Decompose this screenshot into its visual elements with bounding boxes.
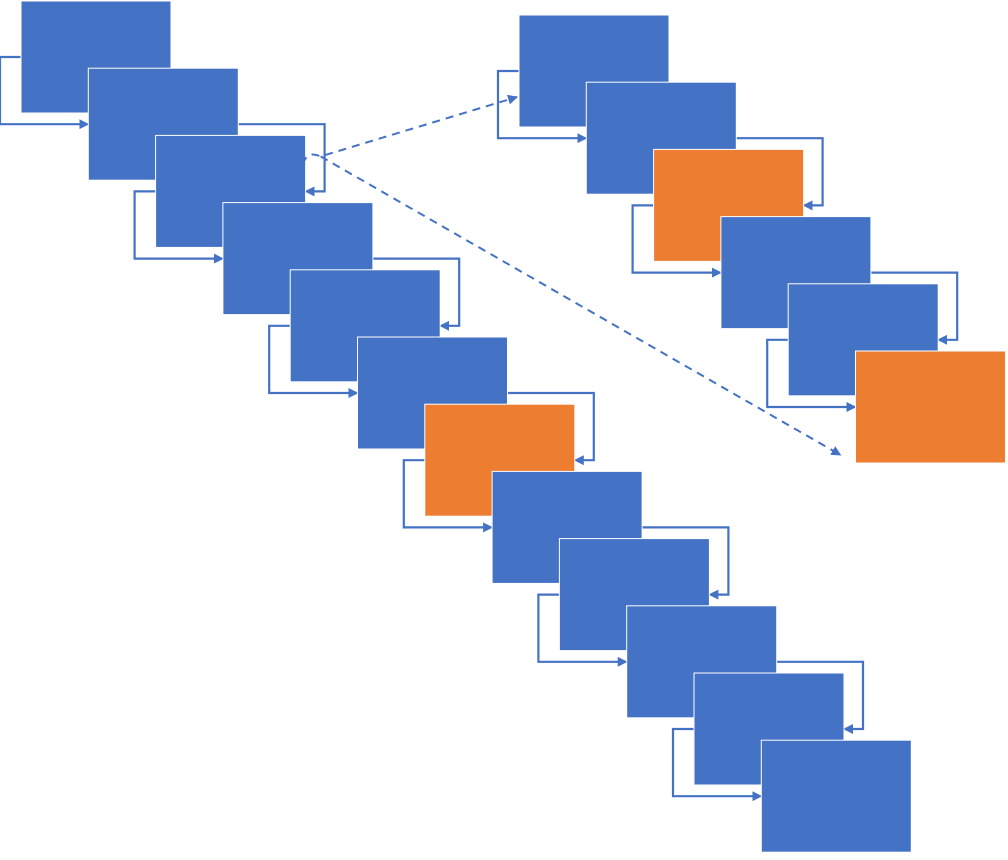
detail-chain — [496, 14, 1006, 464]
detail-chain-box-6-highlight — [855, 350, 1006, 464]
detail-chain-connector-4 — [870, 271, 959, 345]
detail-chain-connector-2 — [736, 137, 824, 211]
main-chain-connector-6 — [507, 391, 595, 466]
main-chain-connector-11 — [671, 727, 763, 802]
main-chain-connector-9 — [537, 593, 628, 667]
main-chain-connector-1 — [0, 55, 90, 130]
zoom-line-bottom — [320, 155, 842, 456]
main-chain — [0, 0, 912, 853]
detail-chain-connector-1 — [496, 69, 588, 144]
main-chain-connector-3 — [133, 190, 224, 264]
main-chain-connector-7 — [402, 459, 494, 533]
zoom-line-top — [301, 94, 518, 165]
detail-chain-connector-3 — [631, 204, 722, 278]
main-chain-connector-10 — [776, 660, 865, 734]
zoom-callout — [301, 94, 842, 456]
main-chain-connector-5 — [268, 324, 359, 398]
main-chain-connector-8 — [642, 526, 730, 600]
main-chain-box-12 — [760, 739, 912, 853]
detail-chain-connector-5 — [766, 338, 857, 412]
main-chain-connector-4 — [372, 257, 461, 331]
